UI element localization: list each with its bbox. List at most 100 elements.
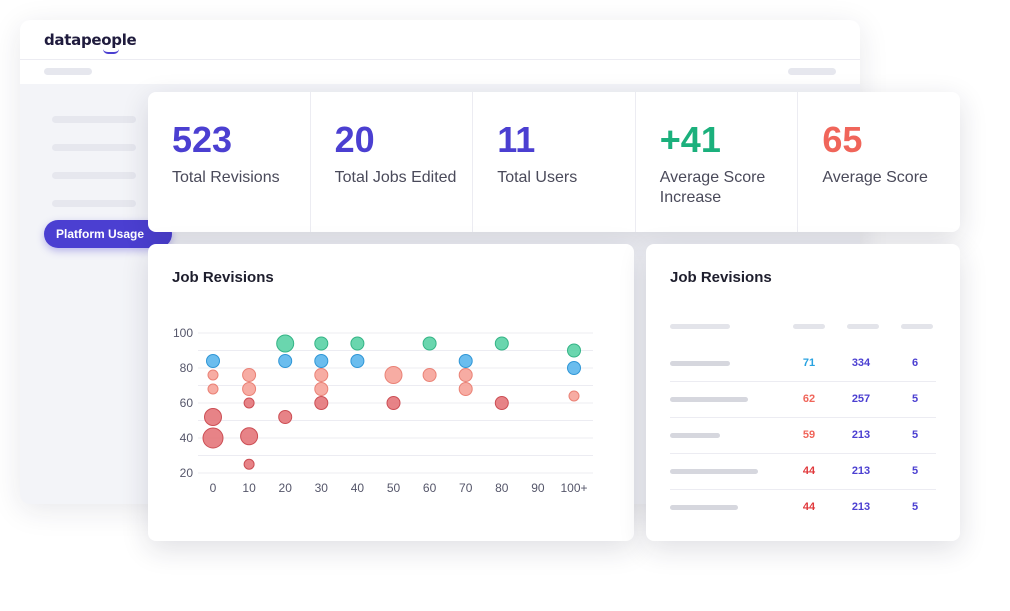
scatter-point-red[interactable] (243, 397, 255, 409)
table-header-placeholder (670, 324, 730, 329)
sidebar-item-placeholder[interactable] (52, 172, 136, 179)
row-score: 62 (802, 393, 816, 405)
scatter-point-blue[interactable] (278, 354, 293, 368)
y-tick-label: 60 (180, 396, 194, 410)
table-header-placeholder (901, 324, 933, 329)
scatter-point-red[interactable] (240, 427, 259, 446)
scatter-point-green[interactable] (314, 336, 329, 351)
chart-card-title: Job Revisions (172, 269, 274, 286)
scatter-point-blue[interactable] (350, 354, 365, 368)
row-score: 71 (802, 357, 816, 369)
row-label-placeholder (670, 397, 748, 402)
row-label-placeholder (670, 433, 720, 438)
table-row[interactable]: 62 257 5 (670, 382, 936, 418)
table-card-title: Job Revisions (670, 269, 772, 286)
y-tick-label: 80 (180, 361, 194, 375)
app-subheader (20, 60, 860, 84)
row-label-placeholder (670, 469, 758, 474)
stat-total-jobs-edited: 20 Total Jobs Edited (311, 92, 474, 232)
scatter-point-green[interactable] (350, 336, 365, 351)
table-row[interactable]: 59 213 5 (670, 418, 936, 454)
subheader-placeholder-left (44, 68, 92, 75)
stat-value: 65 (822, 119, 863, 160)
stat-label: Average Score Increase (659, 169, 766, 206)
subheader-placeholder-right (788, 68, 836, 75)
row-score: 44 (802, 501, 816, 513)
table-header-placeholder (847, 324, 879, 329)
scatter-point-red[interactable] (202, 427, 224, 449)
stats-summary-card: 523 Total Revisions 20 Total Jobs Edited… (148, 92, 960, 232)
scatter-point-red[interactable] (494, 396, 509, 410)
row-users: 5 (911, 465, 919, 477)
stat-label: Average Score (822, 169, 928, 186)
scatter-point-red[interactable] (278, 410, 293, 424)
table-row[interactable]: 44 213 5 (670, 490, 936, 526)
scatter-point-salmon[interactable] (207, 383, 219, 395)
row-users: 5 (911, 393, 919, 405)
scatter-point-salmon[interactable] (207, 369, 219, 381)
stat-value: 523 (172, 119, 233, 160)
x-tick-label: 0 (210, 481, 217, 495)
scatter-point-salmon[interactable] (314, 382, 329, 396)
row-revisions: 257 (851, 393, 871, 405)
job-revisions-chart-card: 20 40 60 80 100 0 10 20 30 40 50 60 70 80 90 100+ Job R… (148, 244, 634, 541)
row-users: 5 (911, 429, 919, 441)
stat-label: Total Users (497, 169, 578, 186)
table-row[interactable]: 44 213 5 (670, 454, 936, 490)
scatter-point-salmon[interactable] (242, 368, 257, 382)
scatter-point-blue[interactable] (206, 354, 220, 368)
table-header-placeholder (793, 324, 825, 329)
row-revisions: 213 (851, 465, 871, 477)
row-score: 44 (802, 465, 816, 477)
scatter-point-green[interactable] (422, 336, 437, 351)
x-tick-label: 40 (351, 481, 365, 495)
scatter-point-salmon[interactable] (242, 382, 257, 396)
stat-value: +41 (659, 119, 721, 160)
x-tick-label: 20 (279, 481, 293, 495)
scatter-point-red[interactable] (314, 396, 329, 410)
sidebar-item-placeholder[interactable] (52, 144, 136, 151)
app-header: datapeople (20, 20, 860, 60)
scatter-point-blue[interactable] (458, 354, 473, 368)
x-tick-label: 10 (242, 481, 256, 495)
row-users: 5 (911, 501, 919, 513)
scatter-point-salmon[interactable] (314, 368, 329, 382)
table-row[interactable]: 71 334 6 (670, 346, 936, 382)
scatter-point-green[interactable] (494, 336, 509, 351)
scatter-point-salmon[interactable] (568, 390, 580, 402)
stat-average-score: 65 Average Score (798, 92, 960, 232)
sidebar-item-placeholder[interactable] (52, 200, 136, 207)
y-tick-label: 20 (180, 466, 194, 480)
x-tick-label: 50 (387, 481, 401, 495)
job-revisions-table-card: Job Revisions 71 334 6 62 257 5 59 213 5… (646, 244, 960, 541)
row-label-placeholder (670, 361, 730, 366)
stat-average-score-increase: +41 Average Score Increase (636, 92, 799, 232)
scatter-point-salmon[interactable] (458, 368, 473, 382)
row-revisions: 213 (851, 429, 871, 441)
scatter-point-green[interactable] (276, 334, 295, 353)
scatter-point-red[interactable] (243, 458, 255, 470)
scatter-point-salmon[interactable] (422, 368, 437, 382)
stat-total-revisions: 523 Total Revisions (148, 92, 311, 232)
scatter-point-red[interactable] (204, 408, 222, 426)
row-revisions: 213 (851, 501, 871, 513)
scatter-point-red[interactable] (386, 396, 401, 410)
stat-value: 11 (497, 119, 536, 160)
y-tick-label: 100 (173, 326, 193, 340)
stat-total-users: 11 Total Users (473, 92, 636, 232)
scatter-point-green[interactable] (567, 343, 581, 358)
scatter-point-blue[interactable] (567, 361, 581, 375)
scatter-point-salmon[interactable] (458, 382, 473, 396)
x-tick-label: 60 (423, 481, 437, 495)
datapeople-logo[interactable]: datapeople (44, 31, 137, 49)
x-tick-label: 30 (315, 481, 329, 495)
scatter-point-blue[interactable] (314, 354, 329, 368)
sidebar-item-placeholder[interactable] (52, 116, 136, 123)
x-tick-label: 80 (495, 481, 509, 495)
scatter-point-salmon[interactable] (384, 366, 403, 384)
x-tick-label: 90 (531, 481, 545, 495)
stat-label: Total Revisions (172, 169, 280, 186)
stat-label: Total Jobs Edited (334, 169, 457, 186)
row-users: 6 (911, 357, 919, 369)
row-revisions: 334 (851, 357, 871, 369)
